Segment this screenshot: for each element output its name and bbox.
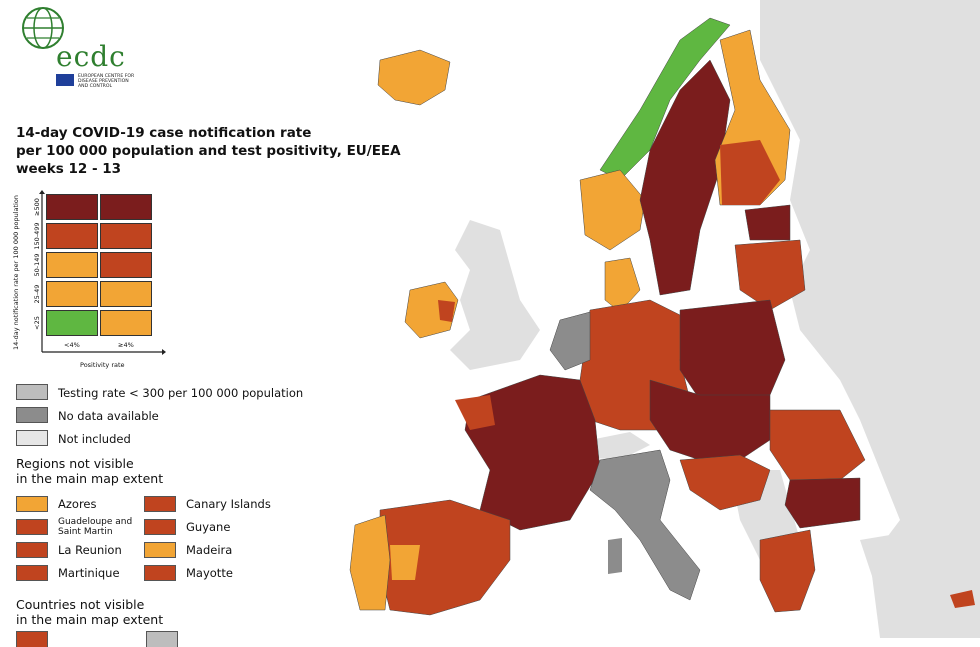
region-ireland-east: [438, 300, 455, 322]
region-label: Martinique: [58, 566, 120, 580]
region-poland: [679, 299, 786, 401]
regions-heading-line-1: Regions not visible: [16, 456, 134, 471]
region-label: Mayotte: [186, 566, 233, 580]
not-included-label: Not included: [58, 432, 131, 446]
region-latvia-lithuania: [734, 239, 806, 311]
regions-heading: Regions not visible in the main map exte…: [16, 456, 163, 486]
region-uk: [450, 220, 540, 370]
title-line-1: 14-day COVID-19 case notification rate: [16, 125, 312, 141]
region-label: Madeira: [186, 543, 233, 557]
region-cyprus: [950, 590, 975, 608]
title-line-2: per 100 000 population and test positivi…: [16, 143, 401, 159]
matrix-row-label: ≥500: [33, 198, 41, 216]
matrix-cell: [46, 223, 98, 249]
region-denmark: [604, 257, 641, 313]
map-title: 14-day COVID-19 case notification rate p…: [16, 124, 416, 178]
logo-subtitle: EUROPEAN CENTRE FOR DISEASE PREVENTION A…: [78, 74, 135, 89]
matrix-cell: [100, 281, 152, 307]
region-swatch: [16, 542, 48, 558]
region-swatch: [144, 542, 176, 558]
region-norway-north: [599, 17, 731, 181]
region-norway-south: [579, 169, 646, 251]
region-swatch: [144, 496, 176, 512]
region-sweden: [639, 59, 731, 296]
matrix-y-title: 14-day notification rate per 100 000 pop…: [12, 192, 22, 352]
matrix-col-label: <4%: [64, 341, 80, 349]
matrix-cell: [46, 252, 98, 278]
testing-rate-label: Testing rate < 300 per 100 000 populatio…: [58, 386, 304, 400]
matrix-axes: [39, 190, 166, 355]
matrix-row-label: 25-49: [33, 284, 41, 304]
no-data-swatch: [16, 407, 48, 423]
matrix-row-label: 150-499: [33, 222, 41, 250]
matrix-cell: [46, 281, 98, 307]
region-label: Guyane: [186, 520, 231, 534]
testing-rate-swatch: [16, 384, 48, 400]
region-not-included-turkey: [860, 520, 980, 600]
region-swatch: [144, 565, 176, 581]
matrix-cell: [100, 252, 152, 278]
region-swatch: [144, 519, 176, 535]
region-switzerland: [590, 432, 650, 460]
regions-heading-line-2: in the main map extent: [16, 471, 164, 486]
matrix-cell: [100, 194, 152, 220]
matrix-col-label: ≥4%: [118, 341, 134, 349]
region-portugal: [349, 514, 391, 611]
region-estonia: [744, 204, 791, 241]
region-benelux: [549, 311, 591, 371]
no-data-label: No data available: [58, 409, 159, 423]
region-swatch: [16, 519, 48, 535]
region-france: [464, 374, 601, 531]
globe-icon: [22, 7, 64, 49]
matrix-y-title-text: 14-day notification rate per 100 000 pop…: [12, 195, 20, 350]
countries-swatch-2: [146, 631, 178, 647]
region-label: La Reunion: [58, 543, 122, 557]
title-line-3: weeks 12 - 13: [16, 161, 122, 177]
matrix-cell: [100, 310, 152, 336]
region-spain-orange: [390, 545, 420, 580]
matrix-row-label: 50-149: [33, 253, 41, 277]
region-label: Guadeloupe and Saint Martin: [58, 517, 133, 537]
region-bulgaria: [784, 477, 861, 529]
region-label: Azores: [58, 497, 97, 511]
countries-swatch: [16, 631, 48, 647]
region-label: Canary Islands: [186, 497, 271, 511]
region-swatch: [16, 565, 48, 581]
logo-wordmark: ecdc: [56, 40, 126, 73]
region-greece: [759, 529, 816, 613]
region-ireland: [404, 281, 459, 339]
eu-flag-icon: [56, 74, 74, 86]
region-brittany: [455, 395, 495, 430]
countries-heading-line-1: Countries not visible: [16, 597, 145, 612]
region-not-included-east: [760, 0, 980, 638]
region-sardinia: [608, 538, 622, 574]
countries-heading-line-2: in the main map extent: [16, 612, 164, 627]
matrix-row-label: <25: [33, 316, 41, 330]
countries-heading: Countries not visible in the main map ex…: [16, 597, 163, 627]
matrix-x-title: Positivity rate: [80, 361, 125, 369]
matrix-cell: [100, 223, 152, 249]
matrix-cell: [46, 194, 98, 220]
matrix-cell: [46, 310, 98, 336]
region-swatch: [16, 496, 48, 512]
not-included-swatch: [16, 430, 48, 446]
region-balkans: [679, 454, 771, 511]
region-finland-south: [720, 140, 780, 205]
region-italy: [589, 449, 701, 601]
region-iceland: [377, 49, 451, 106]
ecdc-logo: ecdc EUROPEAN CENTRE FOR DISEASE PREVENT…: [18, 4, 134, 89]
